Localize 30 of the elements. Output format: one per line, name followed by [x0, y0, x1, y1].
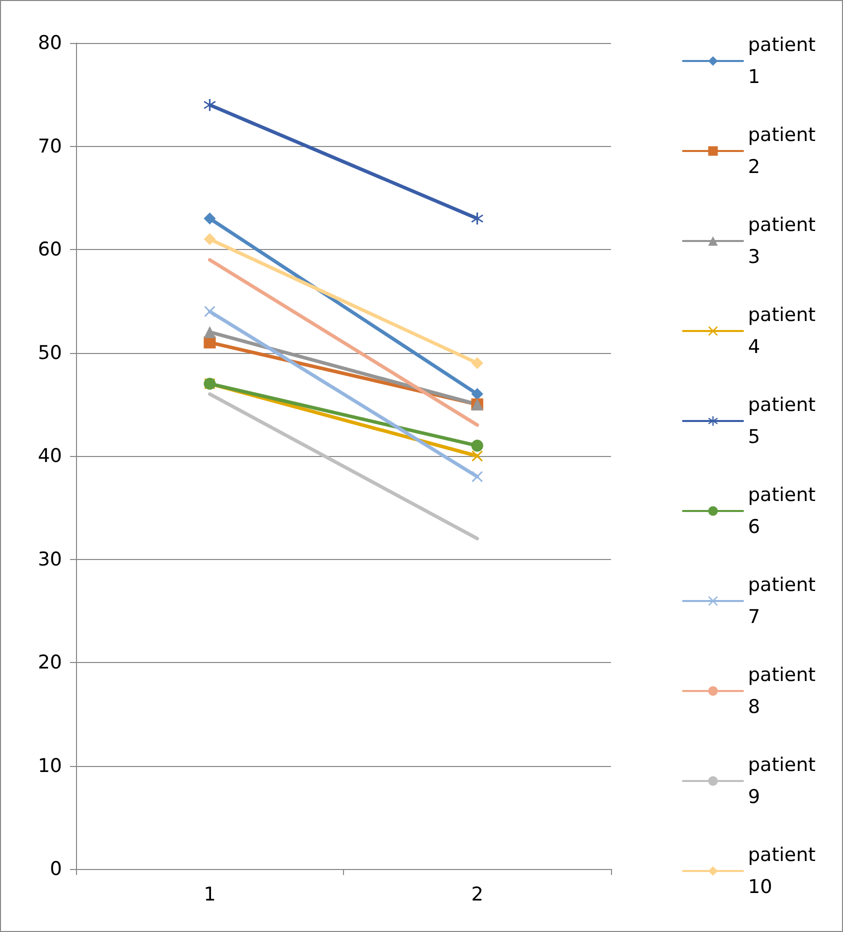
point	[204, 212, 216, 225]
legend-label: patient 10	[748, 844, 822, 898]
point	[472, 450, 483, 462]
legend-label: patient 1	[748, 34, 822, 88]
point	[471, 357, 484, 370]
y-tick-label: 20	[38, 652, 62, 674]
x-tick-label: 2	[471, 884, 484, 906]
y-tick-label: 50	[38, 342, 62, 364]
legend-label: patient 7	[748, 574, 822, 628]
y-tick-label: 10	[38, 754, 62, 777]
point	[204, 233, 216, 246]
y-tick-label: 70	[38, 135, 62, 158]
legend-label: patient 4	[748, 304, 822, 358]
legend-label: patient 8	[748, 664, 822, 718]
legend-label: patient 6	[748, 484, 822, 538]
y-tick-label: 80	[38, 32, 62, 54]
legend-label: patient 5	[748, 394, 822, 448]
y-tick-label: 60	[38, 238, 62, 260]
point	[472, 471, 483, 482]
legend-label: patient 3	[748, 214, 822, 268]
y-tick-label: 40	[38, 445, 62, 467]
y-tick-label: 30	[38, 548, 62, 570]
point	[471, 212, 484, 225]
point	[471, 440, 484, 452]
x-tick-label: 1	[204, 884, 216, 906]
y-tick-label: 0	[50, 858, 62, 880]
point	[204, 98, 216, 111]
legend-label: patient 2	[748, 124, 822, 178]
legend-label: patient 9	[748, 754, 822, 808]
point	[204, 306, 216, 317]
